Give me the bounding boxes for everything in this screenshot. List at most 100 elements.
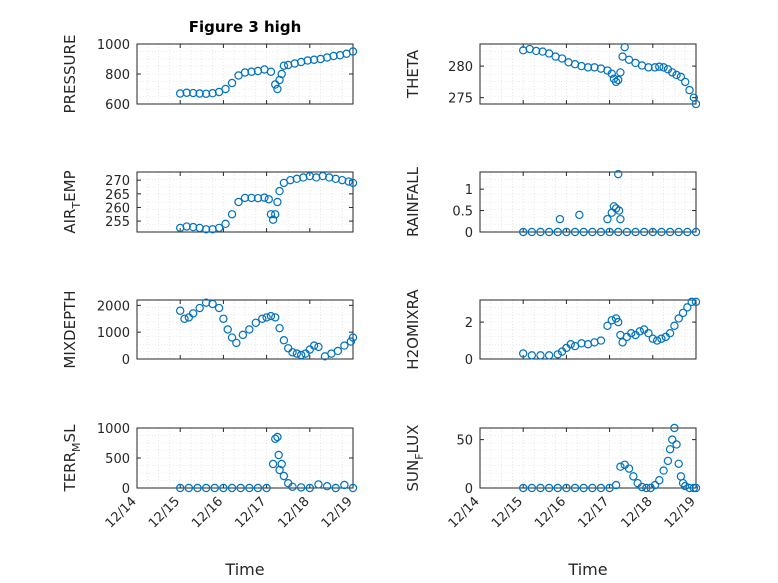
data-point <box>553 227 562 237</box>
data-point <box>346 337 356 346</box>
y-axis-label: AIRTEMP <box>61 170 83 233</box>
y-tick-label: 1 <box>465 183 473 198</box>
data-point <box>531 46 541 56</box>
data-point <box>544 351 554 360</box>
data-point <box>536 351 545 360</box>
data-point <box>519 483 528 493</box>
data-point <box>672 440 681 449</box>
data-point <box>639 227 649 237</box>
data-point <box>348 47 358 56</box>
y-axis-label-rest: SL <box>61 424 79 443</box>
data-point <box>683 227 692 237</box>
data-point <box>232 338 241 348</box>
y-tick-label: 1000 <box>97 38 130 53</box>
subplot-6: 0 2 H2OMIXRA <box>404 289 701 370</box>
data-point <box>182 222 191 231</box>
data-point <box>188 309 198 318</box>
data-point <box>536 483 545 493</box>
data-point <box>271 210 280 219</box>
data-point <box>268 215 278 224</box>
data-point <box>279 471 289 481</box>
data-point <box>340 341 349 350</box>
x-tick-label: 12/18 <box>619 494 656 531</box>
data-point <box>609 202 619 211</box>
data-point <box>614 169 623 179</box>
data-point <box>253 483 263 493</box>
data-point <box>201 89 211 99</box>
subplot-1: 600 800 1000 PRESSURE Figure 3 high <box>61 18 358 113</box>
y-tick-label: 0 <box>465 226 473 241</box>
data-point <box>650 63 660 72</box>
data-point <box>322 482 332 491</box>
data-point <box>227 78 237 88</box>
data-point <box>227 483 237 493</box>
data-point <box>648 334 658 343</box>
y-tick-label: 600 <box>105 98 130 113</box>
x-axis-label: Time <box>567 560 607 579</box>
data-point <box>519 349 528 358</box>
data-point <box>266 311 276 321</box>
data-point <box>624 464 634 473</box>
data-point <box>288 482 297 491</box>
y-tick-label: 1000 <box>97 326 130 341</box>
data-point <box>562 483 571 493</box>
y-axis-label: RAINFALL <box>404 166 422 237</box>
data-point <box>620 42 629 52</box>
data-point <box>268 459 278 469</box>
data-point <box>678 308 688 318</box>
x-tick-label: 12/15 <box>489 494 526 531</box>
data-point <box>245 325 254 334</box>
y-tick-label: 0.5 <box>452 205 473 220</box>
data-point <box>238 330 248 340</box>
data-point <box>588 227 597 237</box>
y-axis-label-rest: LUX <box>404 425 422 454</box>
data-point <box>303 56 312 65</box>
subplot-8: 12/14 12/15 12/16 12/17 12/18 12/19 0 50 SUNFLUX… <box>404 423 701 579</box>
x-tick-label: 12/19 <box>662 494 699 531</box>
chart-title: Figure 3 high <box>189 18 302 36</box>
data-point <box>247 193 256 203</box>
data-point <box>519 227 528 237</box>
data-point <box>611 480 621 490</box>
data-point <box>657 334 666 343</box>
data-point <box>331 483 340 493</box>
data-point <box>583 63 593 72</box>
data-point <box>175 483 185 493</box>
data-point <box>262 483 271 493</box>
data-point <box>683 303 692 312</box>
data-point <box>288 348 297 357</box>
data-point <box>279 336 289 345</box>
data-point <box>562 227 571 237</box>
data-point <box>208 299 217 309</box>
y-axis-label: THETA <box>404 49 422 99</box>
data-point <box>681 481 690 491</box>
data-point <box>605 227 614 237</box>
data-point <box>348 178 358 188</box>
y-tick-label: 270 <box>105 174 130 189</box>
data-point <box>579 227 588 237</box>
x-tick-label: 12/14 <box>103 494 140 531</box>
y-tick-label: 280 <box>448 60 473 75</box>
data-point <box>668 68 677 77</box>
data-point <box>650 480 660 490</box>
data-point <box>221 84 230 94</box>
data-point <box>314 342 323 352</box>
data-point <box>214 223 224 233</box>
data-point <box>271 313 280 322</box>
data-point <box>274 450 283 460</box>
data-point <box>210 483 219 493</box>
data-point <box>657 227 666 237</box>
x-tick-label: 12/17 <box>575 494 612 531</box>
data-point <box>618 52 627 61</box>
data-point <box>652 336 662 345</box>
data-point <box>555 214 565 224</box>
y-tick-label: 2000 <box>97 299 130 314</box>
data-point <box>333 346 343 356</box>
data-point <box>277 459 286 469</box>
data-point <box>188 88 198 98</box>
data-point <box>588 483 597 493</box>
data-point <box>223 325 232 334</box>
data-point <box>292 349 302 358</box>
data-point <box>614 227 623 237</box>
